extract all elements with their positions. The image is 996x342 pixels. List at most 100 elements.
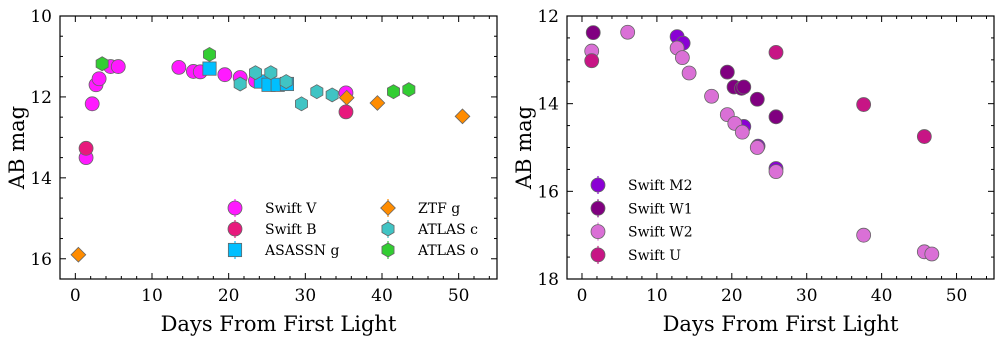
series-atlas-o: [95, 46, 416, 100]
data-point: [110, 59, 126, 74]
x-tick-label: 50: [946, 286, 968, 306]
y-tick-label: 18: [537, 270, 559, 290]
legend-marker: [381, 242, 395, 258]
data-point: [704, 88, 719, 104]
data-point: [736, 79, 752, 95]
legend-label: Swift U: [628, 248, 681, 264]
data-point: [681, 65, 697, 81]
x-tick-label: 10: [646, 286, 668, 306]
y-axis-label: AB mag: [512, 106, 536, 190]
legend-label: Swift V: [265, 201, 317, 217]
series-swift-m2: [669, 29, 784, 176]
data-point: [70, 246, 87, 263]
x-axis-label: Days From First Light: [663, 312, 899, 336]
legend-label: Swift B: [265, 222, 317, 238]
y-tick-label: 16: [30, 250, 52, 270]
series-swift-u: [584, 44, 932, 144]
legend-marker: [227, 200, 243, 216]
plot-frame: [566, 15, 995, 280]
y-tick-label: 10: [30, 7, 52, 27]
data-point: [325, 87, 339, 103]
data-point: [749, 91, 765, 107]
legend-label: ATLAS c: [417, 222, 478, 238]
data-point: [768, 164, 784, 180]
x-tick-label: 20: [218, 286, 240, 306]
series-ztf-g: [70, 89, 471, 263]
y-tick-label: 14: [30, 169, 52, 189]
data-point: [674, 50, 690, 66]
plot-frame: [59, 15, 498, 280]
chart-panel-2: 0 10 20 30 40 50 12 14 16 18 Days From First Light…: [512, 7, 995, 336]
data-points: [70, 46, 471, 263]
legend-label: ATLAS o: [417, 243, 479, 259]
data-points: [584, 24, 940, 262]
x-tick-label: 40: [871, 286, 893, 306]
legend-marker: [590, 177, 606, 193]
axis-ticks: [59, 15, 497, 280]
x-tick-label: 30: [796, 286, 818, 306]
data-point: [217, 67, 233, 83]
series-asassn-g: [202, 61, 294, 92]
legend-label: Swift M2: [628, 178, 693, 194]
legend: Swift V Swift B ASASSN g ZTF g ATLAS c ATLAS …: [227, 199, 479, 259]
data-point: [768, 109, 784, 125]
data-point: [620, 24, 636, 40]
data-point: [584, 53, 600, 69]
data-point: [585, 25, 601, 41]
legend: Swift M2 Swift W1 Swift W2 Swift U: [590, 176, 693, 264]
data-point: [95, 56, 109, 72]
data-point: [84, 96, 100, 112]
x-axis-label: Days From First Light: [161, 312, 397, 336]
series-swift-b: [78, 104, 354, 156]
data-point: [338, 89, 355, 106]
x-tick-label: 50: [448, 286, 470, 306]
data-point: [856, 227, 872, 243]
data-point: [369, 95, 386, 111]
data-point: [279, 74, 293, 90]
y-tick-label: 14: [537, 95, 559, 115]
data-point: [264, 65, 278, 81]
data-point: [78, 140, 94, 156]
legend-label: ASASSN g: [264, 243, 339, 259]
x-tick-label: 0: [70, 286, 81, 306]
x-tick-label: 10: [141, 286, 163, 306]
data-point: [387, 84, 400, 100]
data-point: [734, 124, 750, 140]
legend-marker: [590, 224, 606, 240]
legend-label: Swift W1: [628, 201, 693, 217]
legend-marker: [590, 247, 606, 263]
y-axis-label: AB mag: [5, 106, 29, 190]
data-point: [402, 82, 416, 98]
data-point: [310, 84, 324, 100]
x-tick-label: 0: [577, 286, 588, 306]
legend-marker: [381, 221, 395, 237]
chart-panel-1: 0 10 20 30 40 50 10 12 14 16 Days From First Light…: [5, 7, 498, 336]
x-tick-label: 20: [721, 286, 743, 306]
data-point: [171, 59, 187, 75]
legend-marker: [590, 200, 606, 216]
data-point: [203, 46, 216, 62]
series-swift-w1: [585, 25, 784, 125]
series-atlas-c: [233, 65, 339, 112]
y-tick-label: 12: [30, 88, 52, 108]
x-tick-label: 40: [371, 286, 393, 306]
legend-marker: [380, 200, 396, 216]
y-tick-label: 12: [537, 7, 559, 27]
data-point: [719, 64, 735, 80]
data-point: [91, 71, 107, 87]
data-point: [749, 140, 765, 155]
legend-marker: [227, 242, 243, 258]
data-point: [233, 76, 247, 92]
data-point: [916, 129, 932, 144]
x-tick-label: 30: [295, 286, 317, 306]
y-tick-label: 16: [537, 182, 559, 202]
legend-label: Swift W2: [628, 225, 693, 241]
data-point: [202, 61, 217, 76]
data-point: [338, 104, 354, 120]
data-point: [856, 97, 872, 112]
legend-label: ZTF g: [418, 201, 460, 217]
data-point: [454, 108, 471, 125]
legend-marker: [227, 221, 243, 237]
